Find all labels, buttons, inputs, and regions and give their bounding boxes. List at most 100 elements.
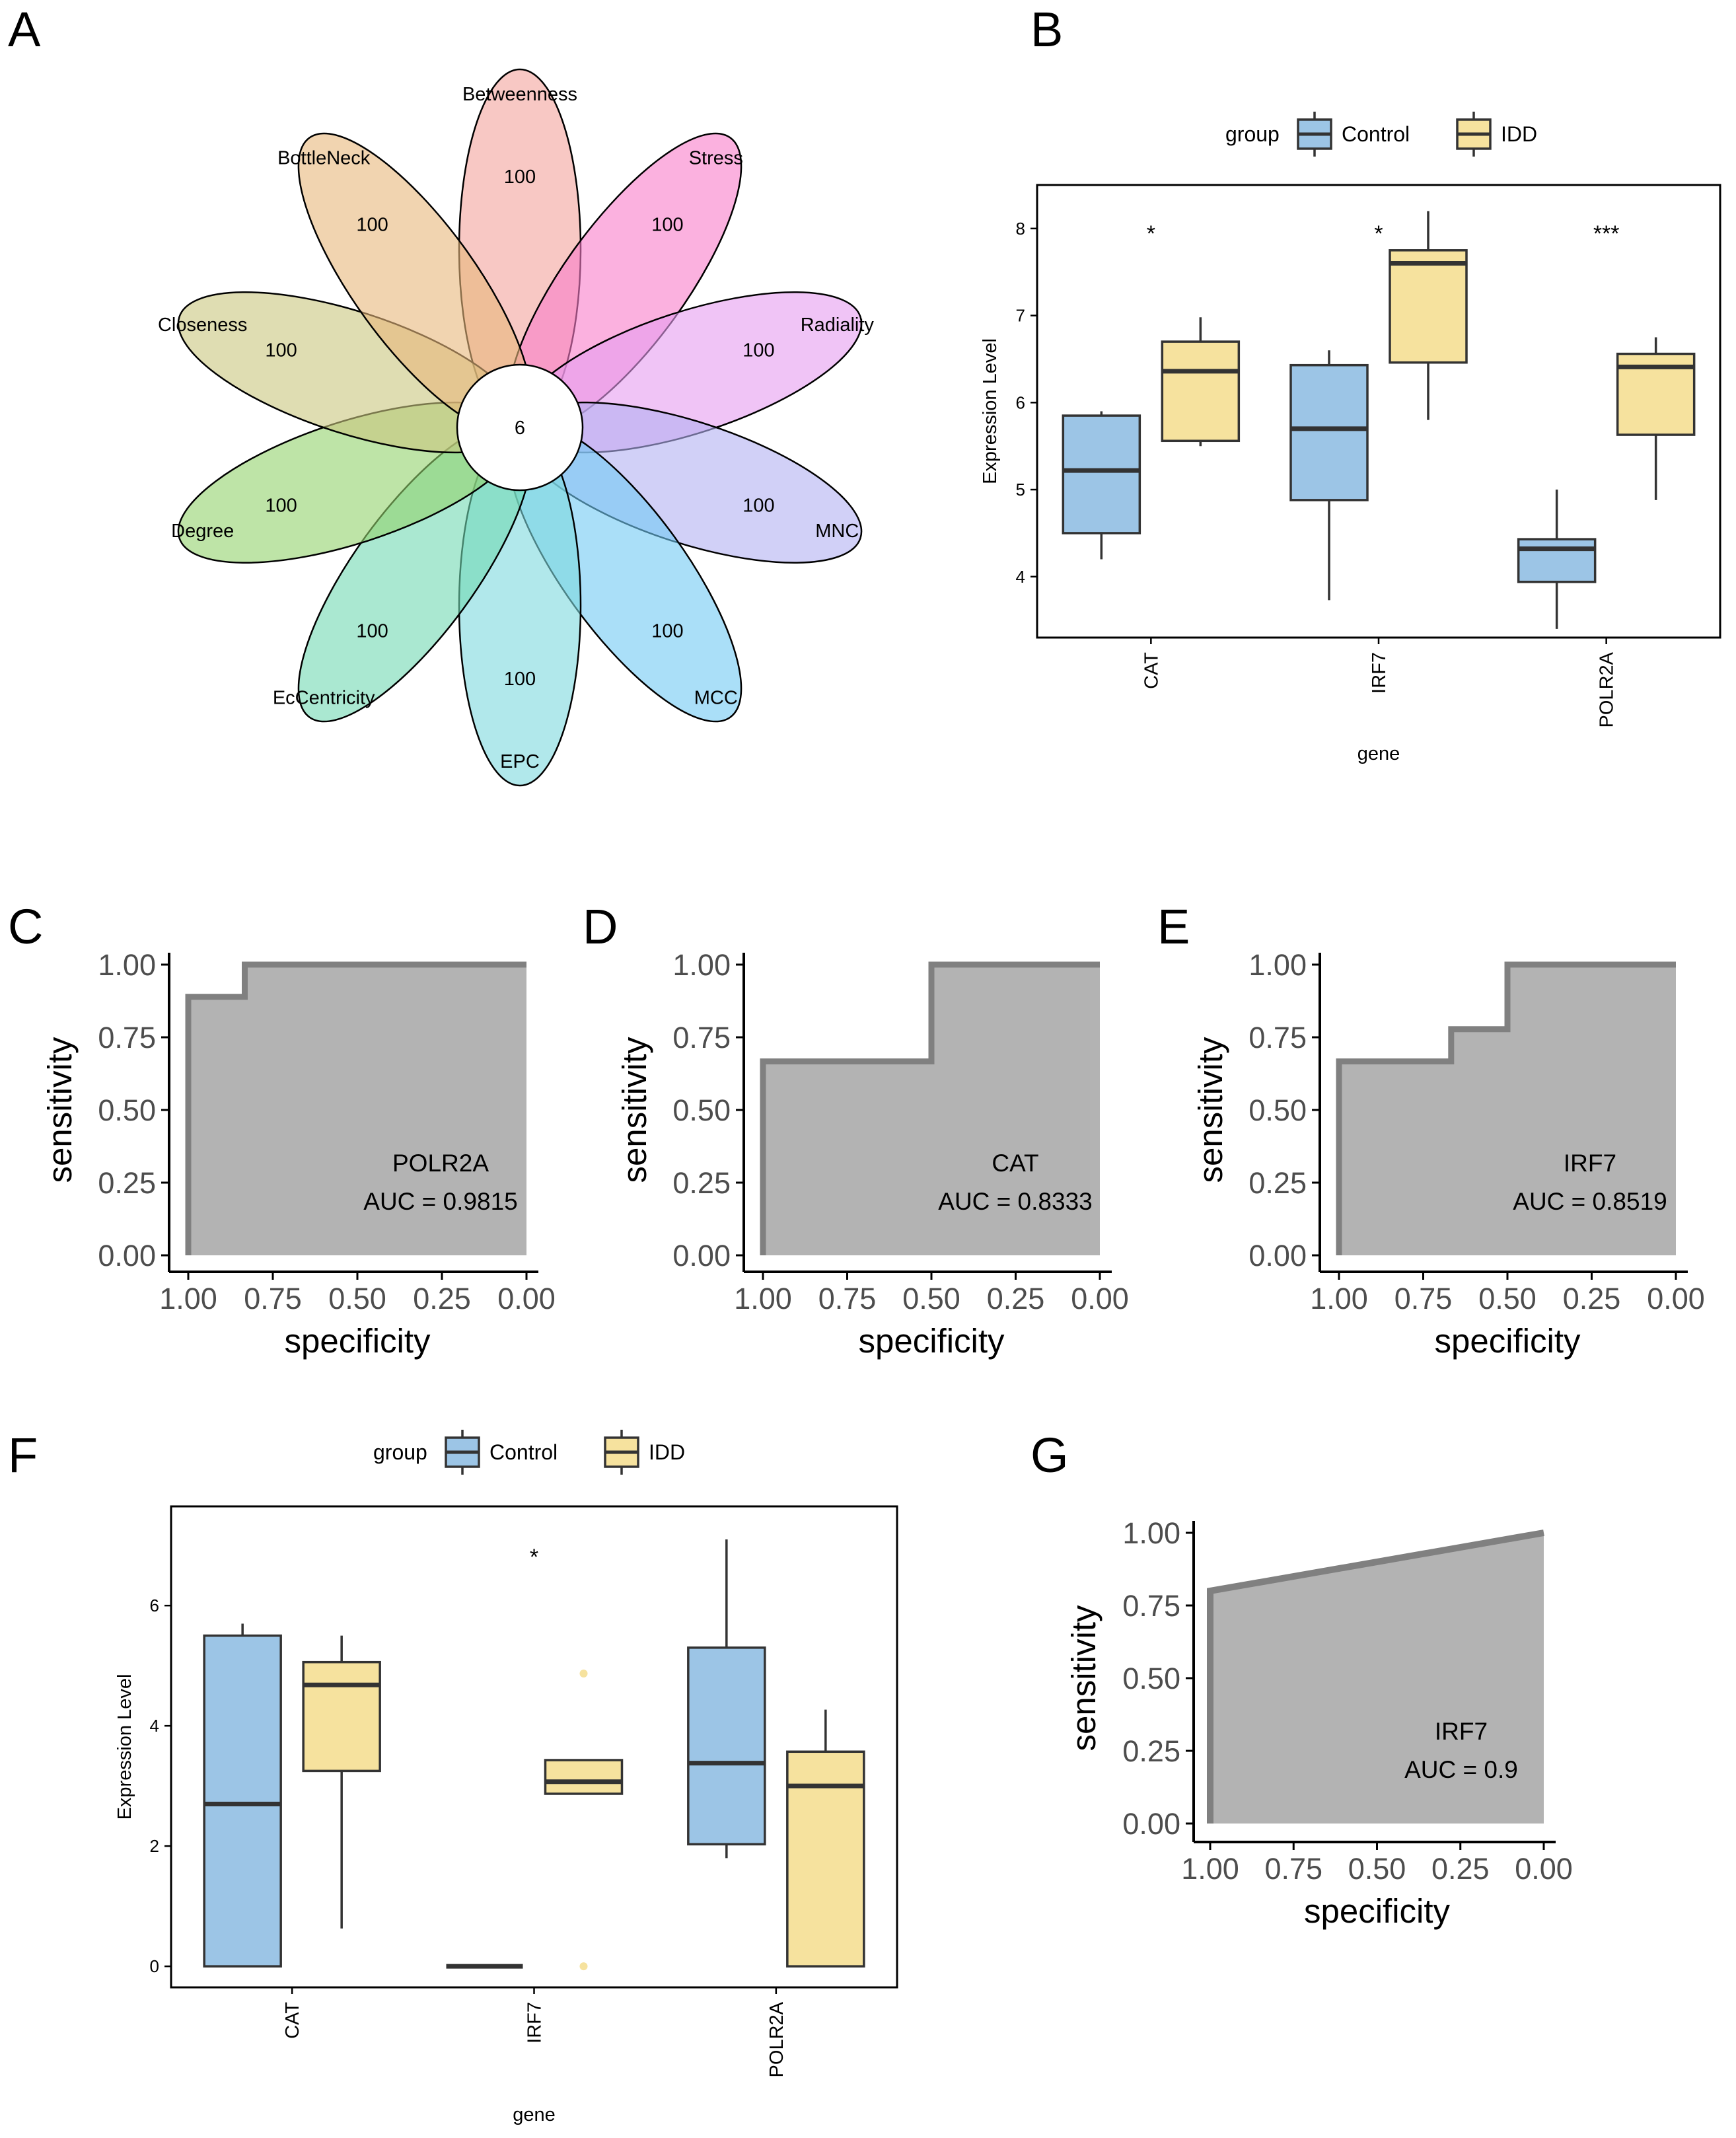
x-tick-label: IRF7 [524,2002,546,2044]
roc-gene-label: CAT [992,1150,1038,1177]
roc-auc-area [1339,965,1676,1255]
x-tick-label: 1.00 [1310,1282,1368,1315]
legend-label-control: Control [1342,122,1410,146]
panel-label-a: A [8,2,41,57]
x-tick-label: 1.00 [1181,1852,1239,1886]
x-tick-label: 0.75 [244,1282,302,1315]
y-tick-label: 0.50 [1122,1662,1180,1695]
y-tick-label: 0.25 [1122,1734,1180,1768]
petal-value: 100 [742,340,774,361]
petal-value: 100 [265,495,297,516]
petal-value: 100 [504,669,536,690]
x-tick-label: 0.75 [1394,1282,1453,1315]
panel-label-b: B [1031,2,1063,57]
box-cat-idd [302,1660,381,1773]
petal-value: 100 [504,166,536,188]
x-tick-label: 0.75 [1264,1852,1322,1886]
panel-label-g: G [1031,1428,1069,1483]
roc-auc-label: AUC = 0.9 [1404,1756,1518,1783]
box-irf7-idd [1389,249,1468,364]
y-tick-label: 6 [150,1596,159,1615]
x-tick-label: POLR2A [1597,651,1618,727]
x-tick-label: 0.75 [818,1282,877,1315]
box-irf7-control [1289,363,1369,501]
y-tick-label: 0.25 [98,1166,156,1200]
y-tick-label: 7 [1016,306,1025,326]
y-tick-label: 0.75 [672,1021,731,1054]
box-outlier [579,1669,588,1677]
x-tick-label: 0.25 [1431,1852,1490,1886]
x-tick-label: 0.00 [1071,1282,1129,1315]
y-axis-title: sensitivity [41,1037,79,1183]
y-tick-label: 5 [1016,480,1025,499]
boxplot-panel-f: group Control IDD 0 2 4 6 Expression Level CAT IR… [114,1430,898,2125]
y-axis-title: sensitivity [616,1037,653,1183]
y-tick-label: 0.00 [98,1239,156,1272]
y-tick-label: 0.75 [1248,1021,1307,1054]
petal-label: Radiality [801,314,875,336]
petal-label: Betweenness [462,84,577,105]
roc-gene-label: IRF7 [1564,1150,1616,1177]
roc-auc-area [188,965,526,1255]
significance-mark: * [1374,221,1383,246]
x-tick-label: 0.50 [328,1282,386,1315]
y-tick-label: 0.50 [1248,1093,1307,1127]
y-tick-label: 2 [150,1836,159,1856]
roc-panel-g: 1.00 0.75 0.50 0.25 0.00 0.00 0.25 0.50 0.75 1.00… [1065,1516,1573,1930]
legend-label-idd: IDD [649,1440,685,1464]
petal-value: 100 [265,340,297,361]
flower-center-value: 6 [515,418,525,439]
x-tick-label: 0.00 [497,1282,556,1315]
x-tick-label: IRF7 [1369,652,1390,694]
boxplot-panel-b: group Control IDD 4 5 6 7 8 Expression Level CAT *… [980,112,1721,764]
y-tick-label: 0.50 [98,1093,156,1127]
roc-panel-d: 1.00 0.75 0.50 0.25 0.00 0.00 0.25 0.50 0.75 1.00… [616,948,1129,1360]
panel-label-d: D [583,899,618,954]
flower-diagram-panel-a: 100 Betweenness 100 Stress 100 Radiality 100 MN… [158,68,875,787]
petal-value: 100 [651,215,683,236]
x-axis-title: gene [513,2104,556,2125]
roc-curve [185,961,526,1255]
x-tick-label: 0.00 [1515,1852,1573,1886]
panel-label-f: F [8,1428,38,1483]
roc-auc-area [1210,1533,1544,1824]
significance-mark: *** [1593,221,1620,246]
x-tick-label: CAT [282,2002,303,2039]
y-tick-label: 0.25 [672,1166,731,1200]
y-tick-label: 0.50 [672,1093,731,1127]
box-polr2a-control [687,1646,766,1846]
box-polr2a-control [1517,538,1597,583]
petal-value: 100 [651,620,683,642]
y-tick-label: 1.00 [98,948,156,982]
y-tick-label: 1.00 [1248,948,1307,982]
x-axis-title: specificity [1304,1892,1451,1930]
x-tick-label: 0.50 [902,1282,960,1315]
roc-auc-label: AUC = 0.9815 [363,1188,517,1215]
y-axis-title: Expression Level [114,1674,135,1820]
box-cat-idd [1161,340,1241,443]
x-axis-title: gene [1357,743,1400,764]
y-axis-title: Expression Level [980,338,1001,484]
roc-gene-label: POLR2A [392,1150,489,1177]
roc-panel-c: 1.00 0.75 0.50 0.25 0.00 0.00 0.25 0.50 0.75 1.00… [41,948,556,1360]
petal-value: 100 [356,620,388,642]
x-axis-title: specificity [1434,1322,1581,1360]
y-tick-label: 0.25 [1248,1166,1307,1200]
roc-curve [1336,961,1676,1255]
y-axis-title: sensitivity [1192,1037,1229,1183]
roc-auc-label: AUC = 0.8333 [938,1188,1092,1215]
roc-auc-label: AUC = 0.8519 [1513,1188,1667,1215]
petal-label: EPC [500,751,540,772]
legend-label-control: Control [489,1440,558,1464]
flower-center [456,363,584,492]
x-tick-label: POLR2A [766,2001,787,2077]
petal-label: MNC [815,521,859,542]
y-tick-label: 4 [1016,567,1025,587]
roc-auc-area [763,965,1100,1255]
y-tick-label: 1.00 [1122,1516,1180,1550]
legend-label-idd: IDD [1501,122,1537,146]
significance-mark: * [530,1545,538,1570]
y-tick-label: 0.75 [1122,1589,1180,1623]
petal-label: Stress [689,147,743,168]
